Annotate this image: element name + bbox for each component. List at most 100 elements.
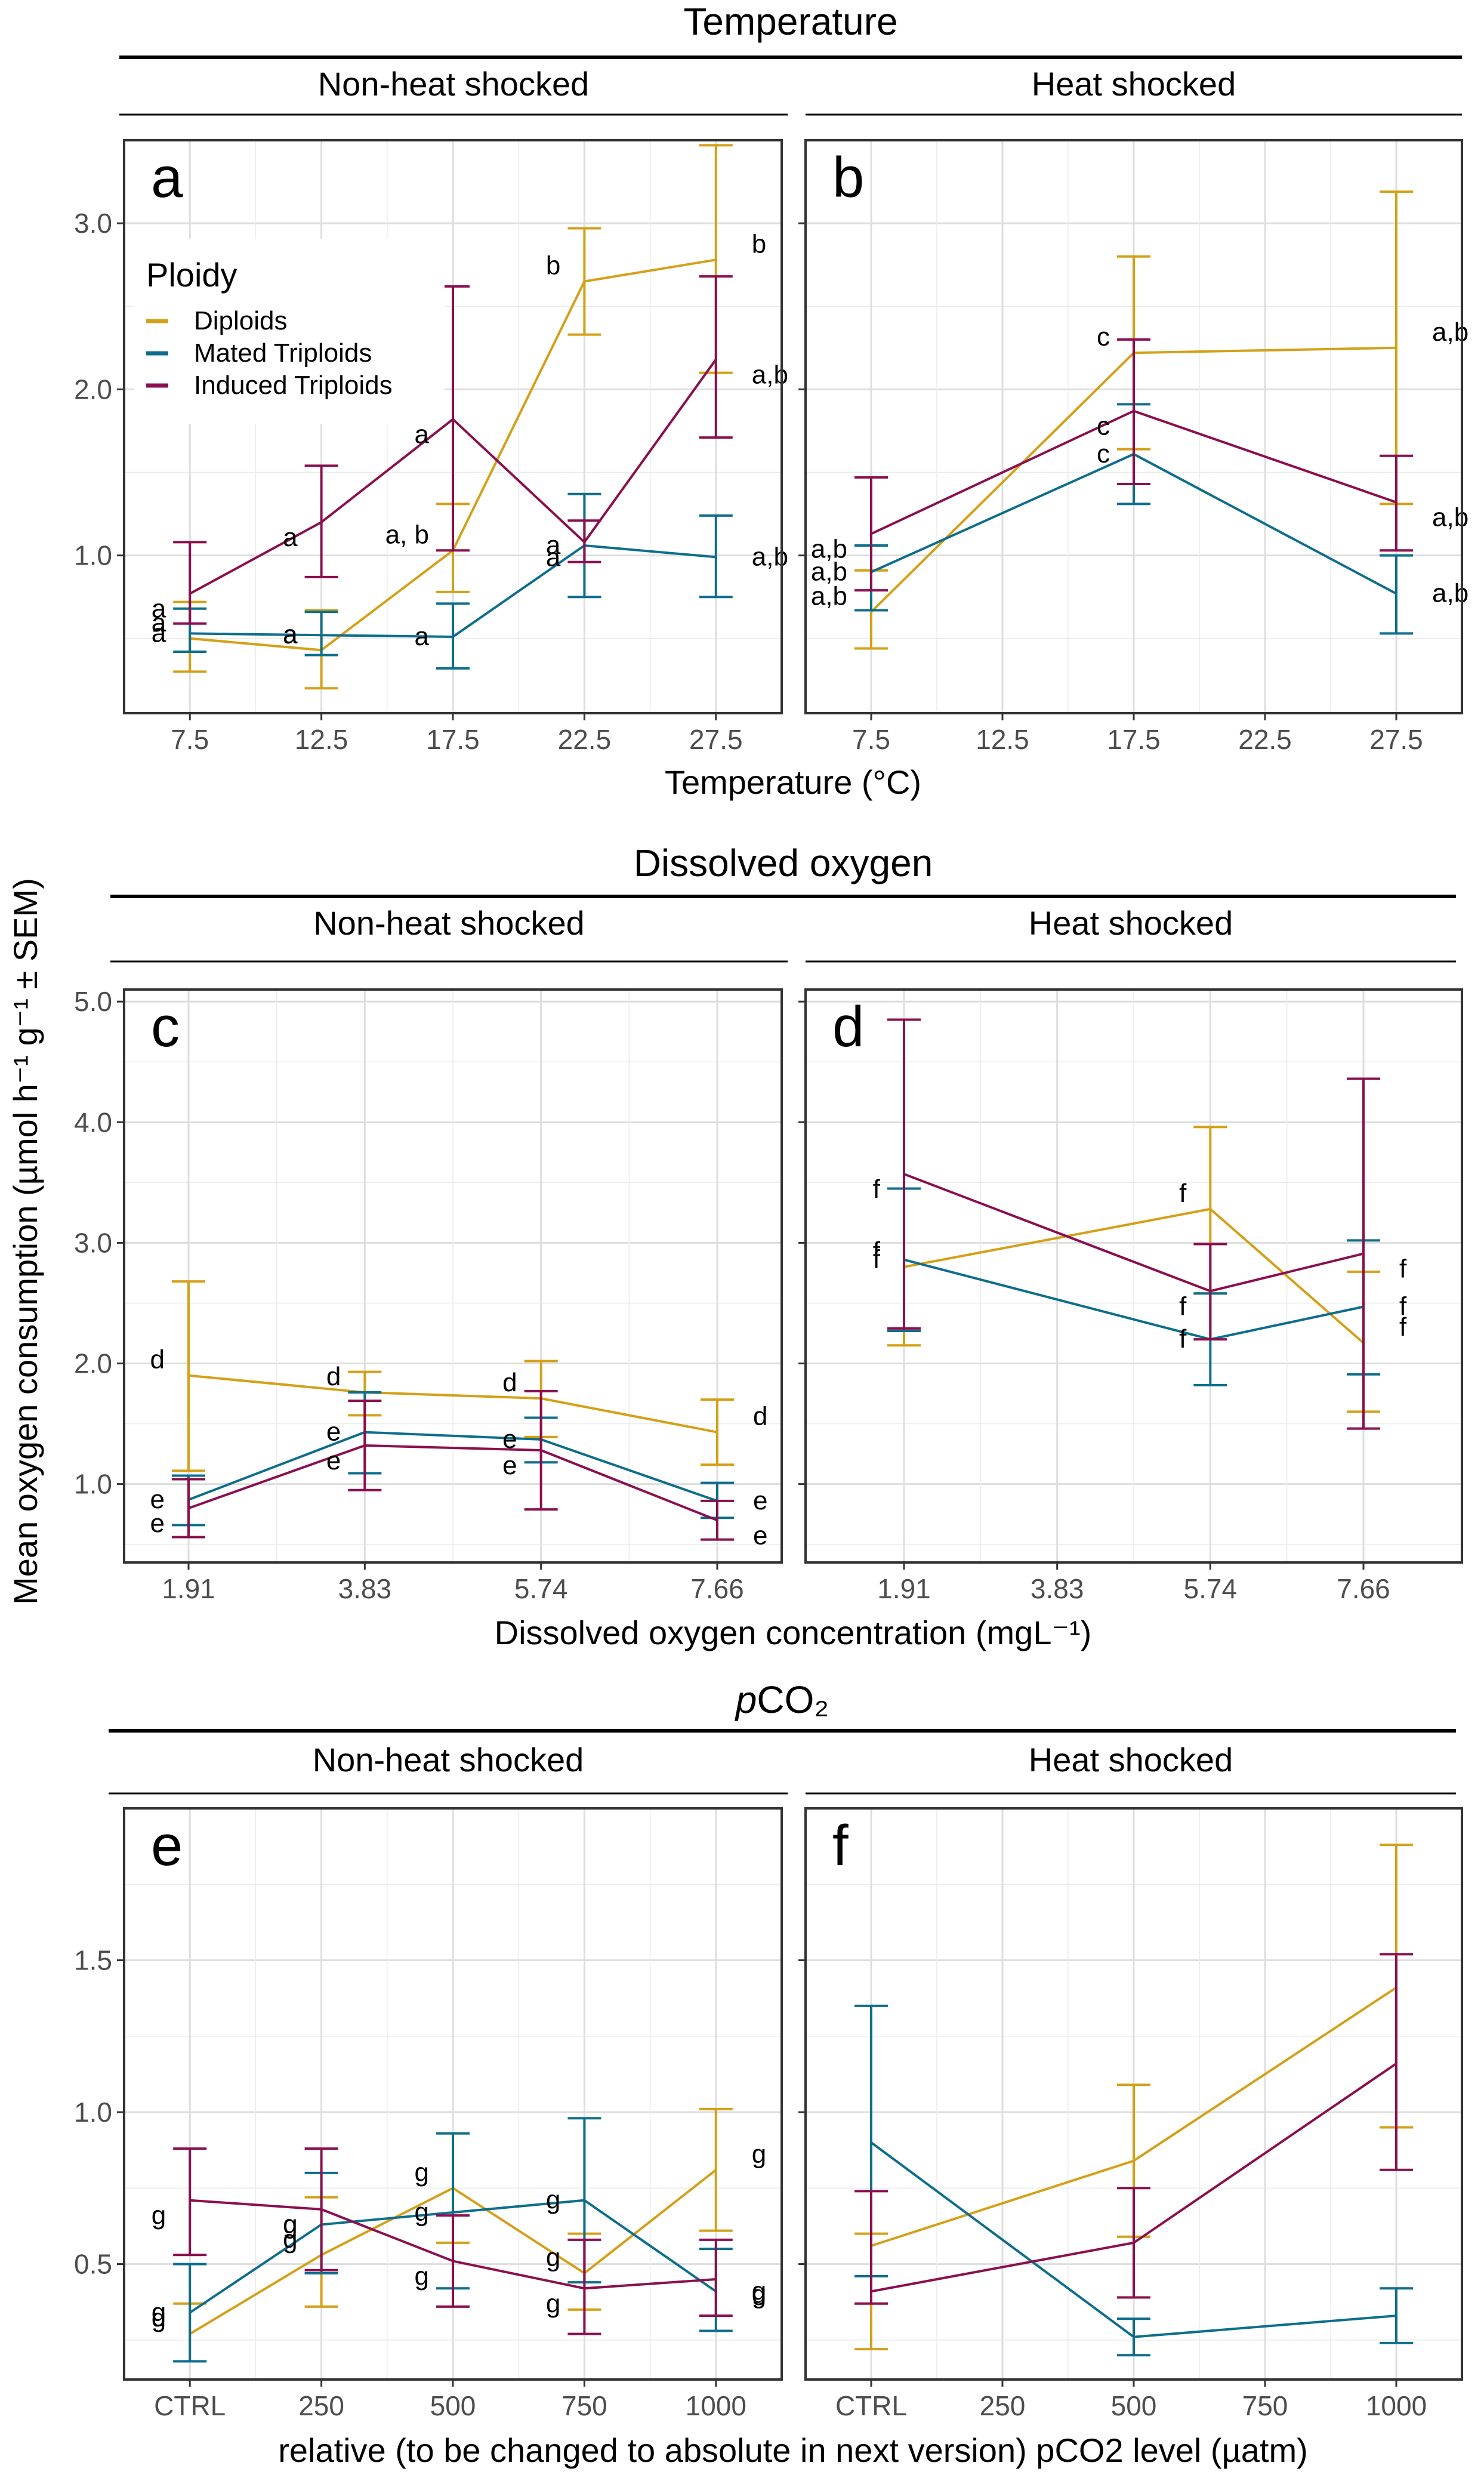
legend-title: Ploidy <box>146 256 237 294</box>
y-tick-label: 1.0 <box>74 540 112 571</box>
panel-letter: b <box>832 146 864 209</box>
x-tick-label: 750 <box>1242 2390 1288 2421</box>
y-tick-label: 4.0 <box>74 1106 112 1138</box>
x-tick-label: 1.91 <box>162 1573 215 1604</box>
x-tick-label: CTRL <box>835 2390 907 2421</box>
x-axis-title: relative (to be changed to absolute in n… <box>278 2431 1308 2469</box>
facet-strip-left: Non-heat shocked <box>313 904 585 942</box>
x-tick-label: 750 <box>561 2390 607 2421</box>
significance-label: a, b <box>385 520 429 549</box>
significance-label: c <box>1097 412 1110 441</box>
x-tick-label: 5.74 <box>1184 1573 1238 1604</box>
significance-label: f <box>1399 1292 1407 1321</box>
panel-b: a,bc a,ba,bca,ba,bca,bb7.5 12.5 17.5 22.5 27.… <box>798 139 1468 755</box>
significance-label: g <box>152 2201 166 2230</box>
y-tick-label: 1.0 <box>74 1469 112 1500</box>
significance-label: g <box>152 2298 166 2327</box>
panel-letter: d <box>832 995 864 1059</box>
row-headers: Temperature Non-heat shocked Heat shocked D… <box>109 0 1462 1795</box>
legend-item-label: Mated Triploids <box>194 338 372 368</box>
significance-label: g <box>283 2209 297 2239</box>
row-title-rest: CO₂ <box>757 1678 829 1721</box>
series-induced-triploids <box>173 275 733 625</box>
series-line <box>188 1444 718 1522</box>
x-tick-label: 7.5 <box>171 724 209 755</box>
x-tick-label: 22.5 <box>1238 724 1292 755</box>
series-induced-triploids <box>854 338 1413 592</box>
significance-label: a <box>546 531 561 560</box>
x-tick-label: 3.83 <box>338 1573 392 1604</box>
legend-item-label: Induced Triploids <box>194 371 393 400</box>
x-tick-label: 500 <box>430 2390 476 2421</box>
facet-strip-left: Non-heat shocked <box>313 1741 584 1779</box>
x-tick-label: 7.66 <box>1337 1573 1390 1604</box>
significance-label: f <box>873 1175 881 1204</box>
y-axis-title: Mean oxygen consumption (µmol h⁻¹ g⁻¹ ± … <box>7 878 44 1605</box>
series-induced-triploids <box>887 1018 1380 1430</box>
row-title-2: pCO₂ <box>735 1678 829 1721</box>
x-tick-label: 17.5 <box>426 724 480 755</box>
significance-label: a <box>283 619 298 649</box>
significance-label: f <box>873 1237 881 1266</box>
facet-strip-right: Heat shocked <box>1032 65 1236 103</box>
row-title-1: Dissolved oxygen <box>634 842 933 884</box>
x-tick-label: 27.5 <box>1369 724 1423 755</box>
y-tick-label: 3.0 <box>74 208 112 239</box>
y-tick-label: 0.5 <box>74 2249 112 2280</box>
significance-label: d <box>150 1345 165 1374</box>
significance-label: b <box>546 251 560 281</box>
significance-label: a,b <box>811 581 847 611</box>
legend: Ploidy Diploids Mated Triploids Induced Tri… <box>134 239 445 424</box>
x-axis-title: Dissolved oxygen concentration (mgL⁻¹) <box>495 1614 1092 1651</box>
significance-label: e <box>502 1425 517 1454</box>
significance-label: a <box>152 608 166 637</box>
significance-label: f <box>1399 1312 1407 1342</box>
significance-label: a <box>415 622 430 651</box>
significance-label: b <box>752 229 766 258</box>
x-tick-label: 1000 <box>686 2390 746 2421</box>
x-tick-label: 17.5 <box>1107 724 1161 755</box>
significance-label: g <box>415 2261 429 2291</box>
significance-label: g <box>752 2276 766 2306</box>
significance-label: e <box>502 1451 517 1480</box>
significance-label: c <box>1097 439 1110 469</box>
significance-label: d <box>326 1362 341 1391</box>
x-tick-label: 12.5 <box>295 724 348 755</box>
x-tick-label: CTRL <box>154 2390 226 2421</box>
series-line <box>188 1431 718 1502</box>
panel-border <box>123 988 783 1564</box>
x-axis-title: Temperature (°C) <box>665 763 921 801</box>
significance-label: f <box>1179 1292 1187 1321</box>
significance-label: f <box>1399 1255 1407 1284</box>
y-tick-label: 2.0 <box>74 374 112 405</box>
significance-label: c <box>1097 322 1110 352</box>
x-tick-label: 22.5 <box>558 724 612 755</box>
y-tick-label: 1.5 <box>74 1945 112 1976</box>
significance-label: a <box>415 420 430 449</box>
significance-label: f <box>873 1245 881 1274</box>
significance-label: e <box>326 1417 341 1447</box>
facet-strip-right: Heat shocked <box>1029 904 1233 942</box>
significance-label: g <box>415 2157 429 2187</box>
significance-label: a <box>152 618 166 648</box>
x-tick-label: 5.74 <box>514 1573 568 1604</box>
significance-label: g <box>152 2304 166 2333</box>
panel-letter: f <box>832 1814 849 1878</box>
x-tick-label: 12.5 <box>976 724 1029 755</box>
significance-label: g <box>283 2210 297 2239</box>
significance-label: a,b <box>811 534 847 563</box>
legend-background <box>134 239 445 424</box>
series-line <box>188 1374 718 1434</box>
significance-label: f <box>1179 1324 1187 1354</box>
x-tick-label: 250 <box>980 2390 1026 2421</box>
significance-label: e <box>150 1485 165 1514</box>
panel-f: f CTRL 250 500 750 1000 <box>798 1807 1463 2421</box>
significance-label: d <box>502 1368 517 1397</box>
significance-label: f <box>1179 1179 1187 1208</box>
y-tick-label: 2.0 <box>74 1348 112 1379</box>
significance-label: a <box>152 594 166 624</box>
